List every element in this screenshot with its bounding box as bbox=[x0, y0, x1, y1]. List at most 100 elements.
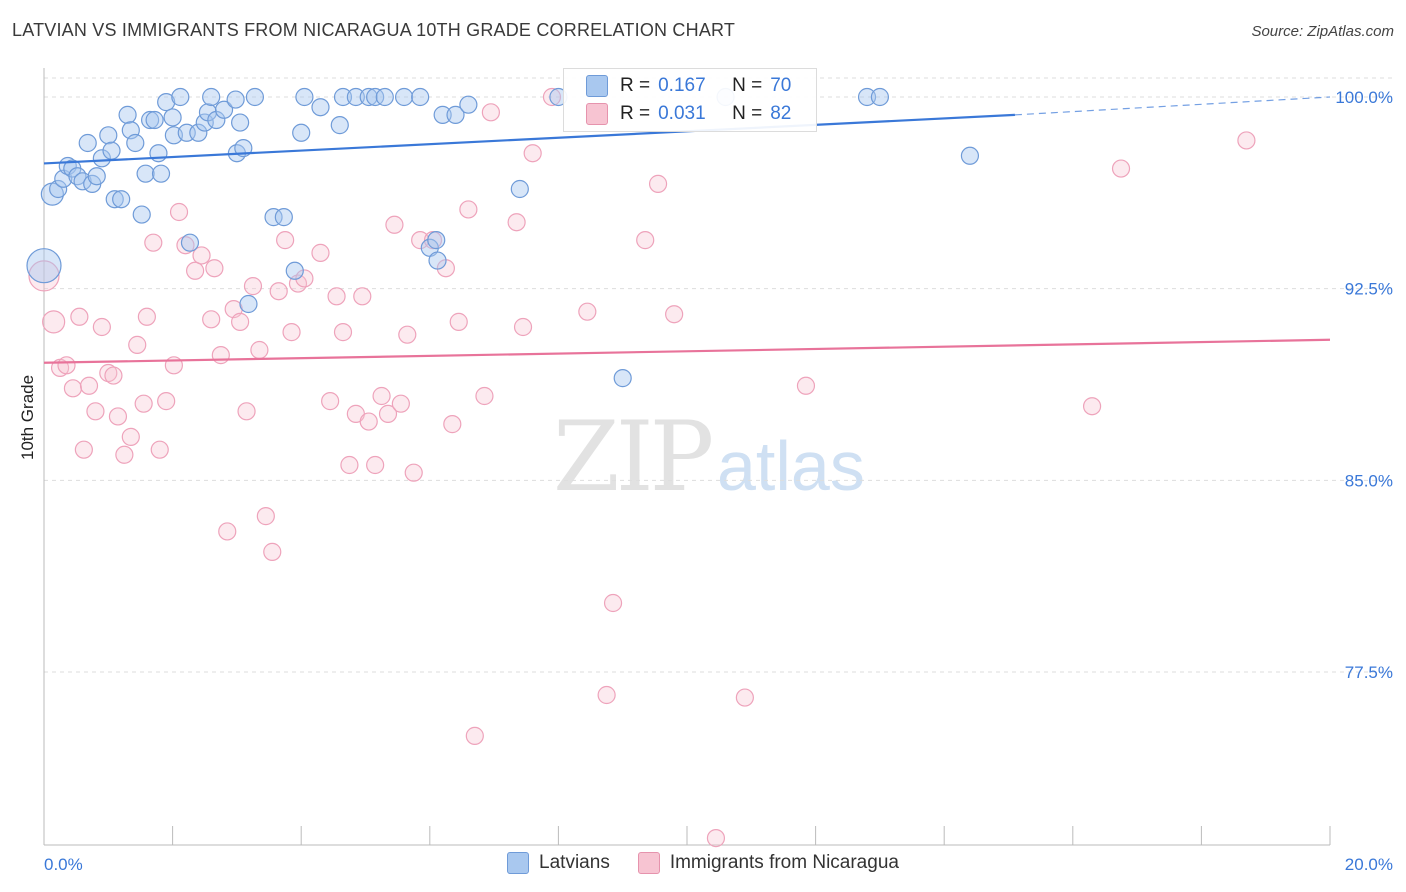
nicaragua-point bbox=[636, 231, 655, 250]
latvian-point bbox=[960, 146, 980, 165]
nicaragua-point bbox=[134, 394, 153, 413]
latvians-r-value: 0.167 bbox=[658, 75, 706, 96]
stats-box: R = 0.167 N = 70 R = 0.031 N = 82 bbox=[563, 68, 817, 132]
nicaragua-point bbox=[411, 231, 430, 250]
latvian-point bbox=[180, 233, 200, 252]
r-label: R = bbox=[620, 103, 651, 124]
latvian-point bbox=[163, 108, 182, 127]
nicaragua-point bbox=[523, 144, 542, 163]
grid-lines bbox=[44, 77, 1395, 673]
watermark-zip: ZIP bbox=[553, 401, 712, 513]
latvian-point bbox=[157, 93, 176, 112]
nicaragua-point bbox=[449, 312, 468, 331]
nicaragua-n-value: 82 bbox=[770, 103, 792, 124]
latvian-point bbox=[311, 98, 330, 117]
nicaragua-point bbox=[211, 346, 230, 365]
nicaragua-point bbox=[169, 202, 189, 222]
latvian-point bbox=[136, 164, 155, 183]
nicaragua-point bbox=[121, 427, 140, 446]
legend-label-nicaragua: Immigrants from Nicaragua bbox=[669, 852, 899, 873]
axes bbox=[43, 68, 1331, 846]
latvian-point bbox=[411, 87, 430, 107]
latvian-point bbox=[145, 110, 164, 130]
legend: Latvians Immigrants from Nicaragua bbox=[0, 852, 1406, 874]
latvian-point bbox=[171, 87, 190, 107]
nicaragua-point bbox=[321, 392, 340, 411]
watermark: ZIP atlas bbox=[553, 401, 865, 513]
latvian-trend-line bbox=[43, 113, 1015, 165]
n-label: N = bbox=[732, 75, 763, 96]
x-tick-label: 0.0% bbox=[44, 855, 83, 874]
latvian-point bbox=[366, 87, 385, 107]
latvian-point bbox=[613, 369, 632, 388]
nicaragua-point bbox=[63, 379, 83, 398]
nicaragua-point bbox=[665, 305, 684, 324]
nicaragua-point bbox=[263, 542, 282, 561]
y-tick-label: 77.5% bbox=[1345, 663, 1393, 682]
legend-item-latvians[interactable]: Latvians bbox=[507, 852, 610, 874]
nicaragua-point bbox=[104, 366, 123, 385]
nicaragua-point bbox=[231, 312, 250, 331]
latvian-point bbox=[87, 167, 106, 186]
nicaragua-point bbox=[42, 310, 66, 334]
nicaragua-point bbox=[359, 412, 378, 431]
nicaragua-point bbox=[70, 307, 89, 326]
nicaragua-point bbox=[513, 317, 533, 337]
nicaragua-point bbox=[481, 103, 500, 122]
latvian-point bbox=[433, 105, 452, 124]
nicaragua-point bbox=[1082, 397, 1102, 416]
latvians-swatch bbox=[586, 75, 608, 97]
nicaragua-swatch bbox=[586, 103, 608, 125]
nicaragua-point bbox=[28, 260, 60, 292]
nicaragua-point bbox=[128, 335, 147, 354]
nicaragua-point bbox=[372, 386, 391, 406]
nicaragua-point bbox=[385, 215, 404, 234]
nicaragua-point bbox=[269, 282, 288, 301]
latvian-point bbox=[207, 110, 226, 130]
y-axis-label: 10th Grade bbox=[18, 374, 37, 460]
nicaragua-point bbox=[243, 277, 263, 296]
latvian-point bbox=[214, 100, 234, 119]
nicaragua-r-value: 0.031 bbox=[658, 103, 706, 124]
nicaragua-point bbox=[108, 407, 128, 426]
latvian-point bbox=[857, 87, 877, 107]
nicaragua-point bbox=[218, 522, 237, 541]
nicaragua-point bbox=[144, 233, 163, 252]
latvian-point bbox=[126, 133, 145, 153]
latvian-point bbox=[231, 113, 250, 132]
latvian-points bbox=[26, 87, 980, 388]
latvian-point bbox=[195, 113, 214, 132]
nicaragua-point bbox=[398, 325, 417, 344]
stats-row-latvians: R = 0.167 N = 70 bbox=[586, 73, 791, 99]
nicaragua-point bbox=[327, 287, 346, 306]
latvian-point bbox=[285, 261, 304, 280]
nicaragua-point bbox=[475, 386, 494, 406]
x-tick-label: 20.0% bbox=[1345, 855, 1393, 874]
nicaragua-point bbox=[115, 445, 134, 464]
latvian-point bbox=[118, 105, 137, 124]
nicaragua-point bbox=[735, 688, 754, 707]
nicaragua-point bbox=[378, 404, 398, 423]
latvian-point bbox=[346, 87, 365, 107]
trend-lines bbox=[43, 96, 1331, 364]
nicaragua-point bbox=[796, 376, 816, 395]
latvian-point bbox=[870, 87, 890, 107]
nicaragua-points bbox=[28, 87, 1256, 848]
latvian-point bbox=[446, 105, 465, 124]
latvian-point bbox=[151, 164, 171, 183]
latvian-point bbox=[102, 141, 121, 160]
latvian-point bbox=[295, 87, 314, 107]
legend-item-nicaragua[interactable]: Immigrants from Nicaragua bbox=[637, 852, 899, 874]
nicaragua-point bbox=[706, 829, 726, 848]
nicaragua-point bbox=[276, 231, 295, 250]
latvian-trend-extension bbox=[1014, 96, 1331, 116]
latvian-point bbox=[394, 87, 414, 107]
latvian-point bbox=[140, 110, 160, 130]
latvian-point bbox=[26, 248, 62, 284]
nicaragua-point bbox=[353, 287, 372, 306]
nicaragua-point bbox=[256, 507, 275, 526]
latvian-point bbox=[49, 179, 68, 199]
nicaragua-point bbox=[205, 259, 224, 278]
latvian-point bbox=[78, 133, 97, 153]
nicaragua-point bbox=[57, 356, 76, 375]
